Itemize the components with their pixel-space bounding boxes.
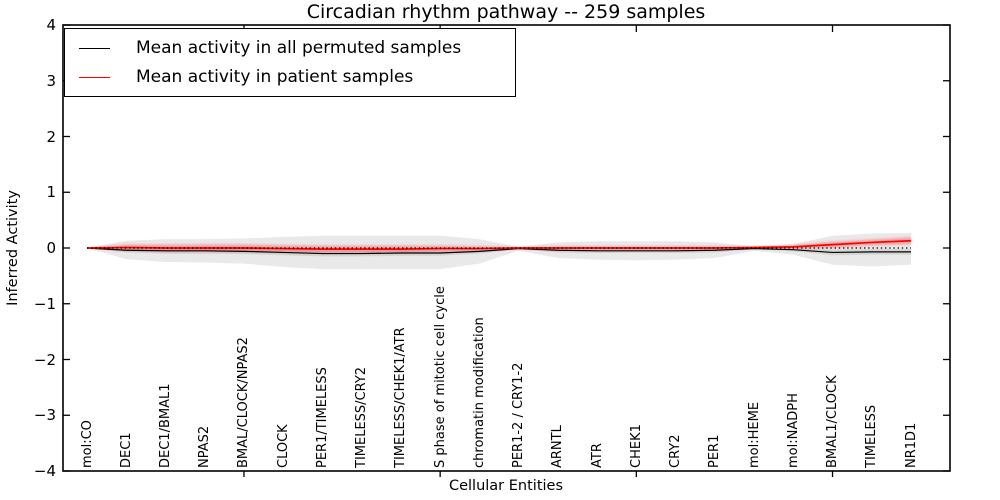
x-tick-label: DEC1/BMAL1	[157, 383, 173, 469]
x-tick-label: NPAS2	[197, 425, 213, 468]
y-tick-label: −3	[33, 406, 56, 425]
x-tick-label: TIMELESS/CHEK1/ATR	[393, 327, 409, 468]
x-tick-label: PER1/TIMELESS	[314, 367, 330, 468]
x-tick-label: NR1D1	[903, 422, 919, 468]
x-tick-label: ATR	[589, 443, 605, 468]
legend-item-patient: Mean activity in patient samples	[79, 67, 515, 87]
x-tick-label: BMAL1/CLOCK	[825, 375, 841, 468]
y-tick-label: 2	[46, 127, 56, 146]
x-tick-label: CLOCK	[275, 424, 291, 468]
x-tick-label: mol:CO	[79, 420, 95, 468]
legend-item-permuted: Mean activity in all permuted samples	[79, 38, 515, 58]
x-tick-label: mol:HEME	[746, 401, 762, 468]
x-tick-label: mol:NADPH	[785, 393, 801, 468]
x-tick-label: chromatin modification	[471, 317, 487, 468]
legend-label: Mean activity in patient samples	[136, 67, 414, 87]
series-lines	[86, 239, 912, 255]
y-tick-label: 0	[46, 239, 56, 257]
x-tick-label: ARNTL	[550, 425, 566, 468]
legend-line-sample-black	[79, 47, 110, 49]
permuted-mean-line	[86, 247, 911, 255]
x-tick-label: PER1	[707, 434, 723, 468]
x-tick-label: BMAL/CLOCK/NPAS2	[236, 337, 252, 468]
legend-label: Mean activity in all permuted samples	[136, 38, 462, 58]
x-tick-label: S phase of mitotic cell cycle	[432, 286, 448, 468]
y-tick-label: −1	[33, 294, 56, 313]
y-tick-label: 3	[46, 71, 56, 90]
legend-line-sample-red	[79, 76, 110, 78]
x-tick-label: CHEK1	[628, 424, 644, 468]
chart-title: Circadian rhythm pathway -- 259 samples	[306, 1, 706, 23]
x-tick-label: DEC1	[118, 432, 134, 468]
y-tick-label: −2	[33, 350, 56, 369]
y-tick-label: 4	[46, 16, 56, 34]
x-tick-label: TIMELESS/CRY2	[354, 366, 370, 468]
x-tick-label: TIMELESS	[864, 404, 880, 468]
y-tick-label: 1	[46, 183, 56, 202]
legend: Mean activity in all permuted samples Me…	[64, 28, 516, 97]
x-tick-label: CRY2	[668, 434, 684, 469]
x-tick-label: PER1-2 / CRY1-2	[511, 362, 527, 468]
y-tick-label: −4	[33, 462, 56, 480]
x-axis-label: Cellular Entities	[448, 478, 564, 494]
